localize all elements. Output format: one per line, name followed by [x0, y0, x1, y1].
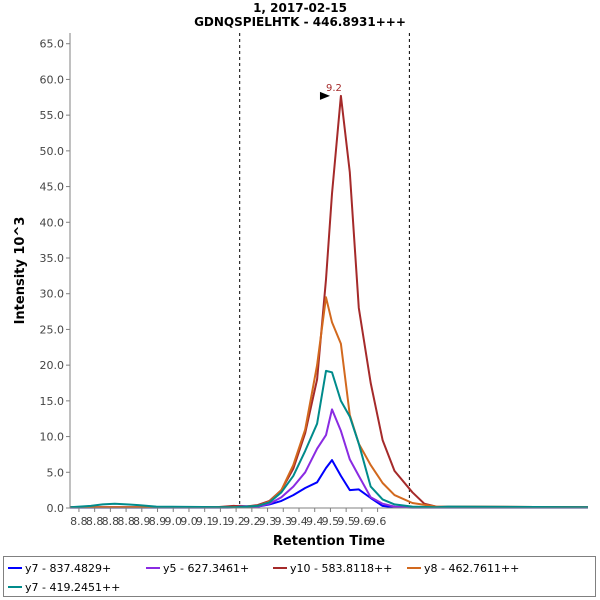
y-tick-label: 30.0: [40, 288, 65, 301]
y-tick-label: 65.0: [40, 38, 65, 51]
peak-arrow: [319, 91, 330, 100]
chromatogram-chart: 9.2 0.0 5.0 10.0 15.0 20.0 25.0 30.0 35.0 40.0 45…: [13, 33, 589, 549]
x-tick-label: 9.5: [337, 515, 355, 528]
y-tick-label: 35.0: [40, 252, 65, 265]
y-tick-label: 10.0: [40, 431, 65, 444]
series-line: [70, 459, 588, 509]
legend-swatch: [146, 567, 160, 569]
series-line: [70, 296, 589, 509]
legend-swatch: [8, 586, 22, 588]
x-tick-label: 9.3: [275, 515, 293, 528]
legend: y7 - 837.4829+ y5 - 627.3461+ y10 - 583.81…: [3, 556, 596, 597]
legend-label: y5 - 627.3461+: [163, 561, 250, 575]
x-tick-label: 9.4: [306, 515, 324, 528]
legend-label: y7 - 419.2451++: [25, 580, 121, 594]
chart-subtitle: GDNQSPIELHTK - 446.8931+++: [194, 15, 406, 29]
x-tick-label: 8.8: [102, 515, 120, 528]
chart-title: 1, 2017-02-15: [253, 1, 347, 15]
x-tick-label: 9.1: [196, 515, 214, 528]
peak-label: 9.2: [326, 83, 342, 94]
series-line: [69, 369, 589, 509]
series-line: [70, 408, 588, 509]
legend-item: y8 - 462.7611++: [407, 560, 519, 576]
x-tick-label: 9.0: [180, 515, 198, 528]
x-tick-label: 9.2: [243, 515, 261, 528]
series-lines: 9.2: [69, 83, 589, 509]
x-tick-label: 9.0: [164, 515, 182, 528]
legend-label: y10 - 583.8118++: [290, 561, 393, 575]
x-tick-label: 9.4: [290, 515, 308, 528]
legend-item: y10 - 583.8118++: [273, 560, 392, 576]
legend-label: y7 - 837.4829+: [25, 561, 112, 575]
legend-swatch: [8, 567, 22, 569]
y-tick-label: 20.0: [40, 359, 65, 372]
x-tick-label: 9.6: [353, 515, 371, 528]
x-tick-label: 9.5: [322, 515, 340, 528]
y-axis-label: Intensity 10^3: [13, 217, 28, 325]
y-tick-label: 45.0: [40, 181, 65, 194]
x-tick-label: 8.9: [133, 515, 151, 528]
plot-frame: [239, 33, 410, 508]
legend-swatch: [407, 567, 421, 569]
x-tick-label: 8.9: [149, 515, 167, 528]
x-tick-label: 9.2: [227, 515, 245, 528]
x-tick-label: 8.8: [70, 515, 88, 528]
legend-item: y5 - 627.3461+: [146, 560, 249, 576]
x-tick-label: 9.1: [212, 515, 230, 528]
y-tick-label: 50.0: [40, 145, 65, 158]
x-axis-label: Retention Time: [273, 534, 385, 549]
series-line: [70, 94, 589, 509]
axes: 0.0 5.0 10.0 15.0 20.0 25.0 30.0 35.0 40.0 45.0 50…: [13, 33, 588, 549]
y-tick-label: 55.0: [40, 109, 65, 122]
legend-item: y7 - 837.4829+: [8, 560, 111, 576]
y-tick-label: 15.0: [40, 395, 65, 408]
x-tick-label: 9.6: [369, 515, 387, 528]
x-tick-label: 9.3: [259, 515, 277, 528]
y-tick-label: 0.0: [47, 502, 65, 515]
y-tick-label: 5.0: [47, 466, 65, 479]
y-tick-label: 60.0: [40, 73, 65, 86]
y-tick-label: 25.0: [40, 323, 65, 336]
legend-label: y8 - 462.7611++: [424, 561, 520, 575]
legend-item: y7 - 419.2451++: [8, 579, 120, 595]
x-tick-label: 8.8: [117, 515, 135, 528]
x-tick-label: 8.8: [86, 515, 104, 528]
y-tick-label: 40.0: [40, 216, 65, 229]
legend-swatch: [273, 567, 287, 569]
